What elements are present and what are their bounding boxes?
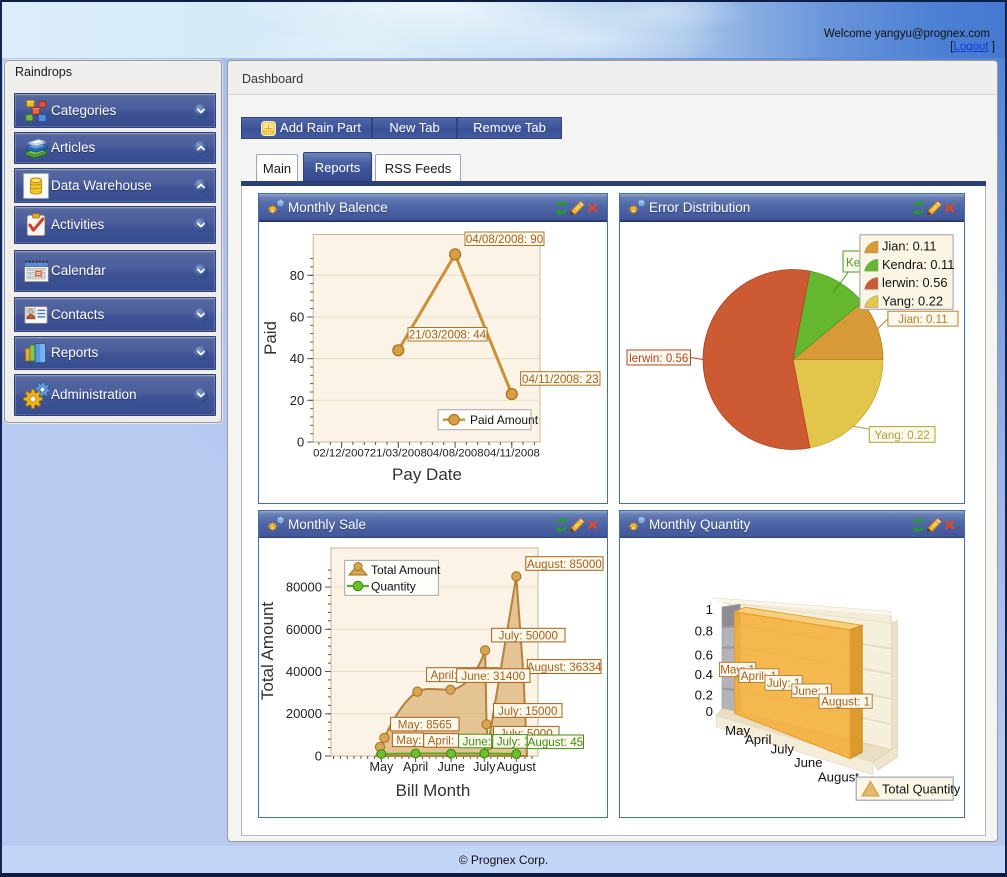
svg-text:Paid Amount: Paid Amount — [470, 413, 539, 427]
svg-text:0: 0 — [315, 749, 322, 764]
svg-text:21/03/2008: 21/03/2008 — [370, 448, 427, 460]
svg-text:August: 1: August: 1 — [821, 695, 870, 708]
svg-text:Paid: Paid — [261, 321, 280, 355]
svg-text:1: 1 — [706, 602, 713, 617]
svg-text:Total Quantity: Total Quantity — [882, 782, 961, 797]
svg-text:Pay Date: Pay Date — [392, 465, 462, 484]
svg-text:80: 80 — [290, 268, 304, 283]
svg-text:0.8: 0.8 — [695, 624, 713, 639]
svg-text:lerwin: 0.56: lerwin: 0.56 — [629, 352, 688, 365]
svg-text:Total Amount: Total Amount — [259, 602, 277, 701]
svg-text:Jian: 0.11: Jian: 0.11 — [898, 313, 947, 326]
svg-text:July: 15000: July: 15000 — [498, 705, 557, 718]
svg-text:May: 8565: May: 8565 — [398, 718, 452, 731]
svg-text:lerwin: 0.56: lerwin: 0.56 — [882, 275, 947, 290]
svg-text:August: August — [497, 760, 537, 774]
svg-text:02/12/2007: 02/12/2007 — [313, 448, 370, 460]
svg-text:August: 85000: August: 85000 — [527, 558, 602, 571]
svg-text:June: 31400: June: 31400 — [461, 670, 525, 683]
svg-text:April: 1: April: 1 — [428, 735, 464, 748]
svg-text:60: 60 — [290, 310, 304, 325]
svg-text:04/11/2008: 04/11/2008 — [484, 448, 540, 460]
svg-text:April: April — [403, 760, 428, 774]
svg-text:May: 6: May: 6 — [396, 734, 431, 747]
svg-text:21/03/2008: 44: 21/03/2008: 44 — [409, 329, 487, 342]
svg-text:80000: 80000 — [286, 580, 322, 595]
svg-text:July: July — [473, 760, 496, 774]
svg-text:Quantity: Quantity — [371, 580, 416, 594]
svg-text:Yang: 0.22: Yang: 0.22 — [882, 293, 943, 308]
svg-text:Jian: 0.11: Jian: 0.11 — [882, 239, 937, 254]
svg-text:60000: 60000 — [286, 622, 322, 637]
svg-text:0: 0 — [297, 435, 304, 450]
svg-text:July: July — [771, 741, 795, 756]
svg-text:June: June — [438, 760, 465, 774]
svg-text:July: 1: July: 1 — [497, 736, 531, 749]
svg-text:May: May — [725, 723, 750, 738]
svg-text:04/08/2008: 04/08/2008 — [427, 448, 484, 460]
svg-text:40000: 40000 — [286, 664, 322, 679]
svg-text:04/08/2008: 90: 04/08/2008: 90 — [466, 233, 543, 246]
svg-text:Total Amount: Total Amount — [371, 563, 441, 577]
svg-text:June: 1: June: 1 — [463, 735, 501, 748]
svg-text:August: August — [818, 769, 859, 784]
svg-text:Bill Month: Bill Month — [396, 781, 471, 800]
svg-text:April: April — [745, 732, 771, 747]
svg-text:June: June — [794, 755, 823, 770]
svg-text:May: May — [370, 760, 394, 774]
svg-text:July: 50000: July: 50000 — [499, 629, 558, 642]
svg-text:0: 0 — [706, 704, 713, 719]
svg-text:20: 20 — [290, 393, 304, 408]
svg-text:0.6: 0.6 — [695, 648, 713, 663]
svg-text:August: 45: August: 45 — [528, 736, 583, 749]
svg-text:0.4: 0.4 — [695, 667, 713, 682]
svg-text:0.2: 0.2 — [695, 688, 713, 703]
svg-text:Yang: 0.22: Yang: 0.22 — [875, 429, 930, 442]
svg-text:20000: 20000 — [286, 706, 322, 721]
svg-text:Kendra: 0.11: Kendra: 0.11 — [882, 257, 954, 272]
svg-text:40: 40 — [290, 351, 304, 366]
svg-text:August: 36334: August: 36334 — [527, 661, 602, 674]
svg-text:04/11/2008: 23: 04/11/2008: 23 — [522, 373, 599, 386]
